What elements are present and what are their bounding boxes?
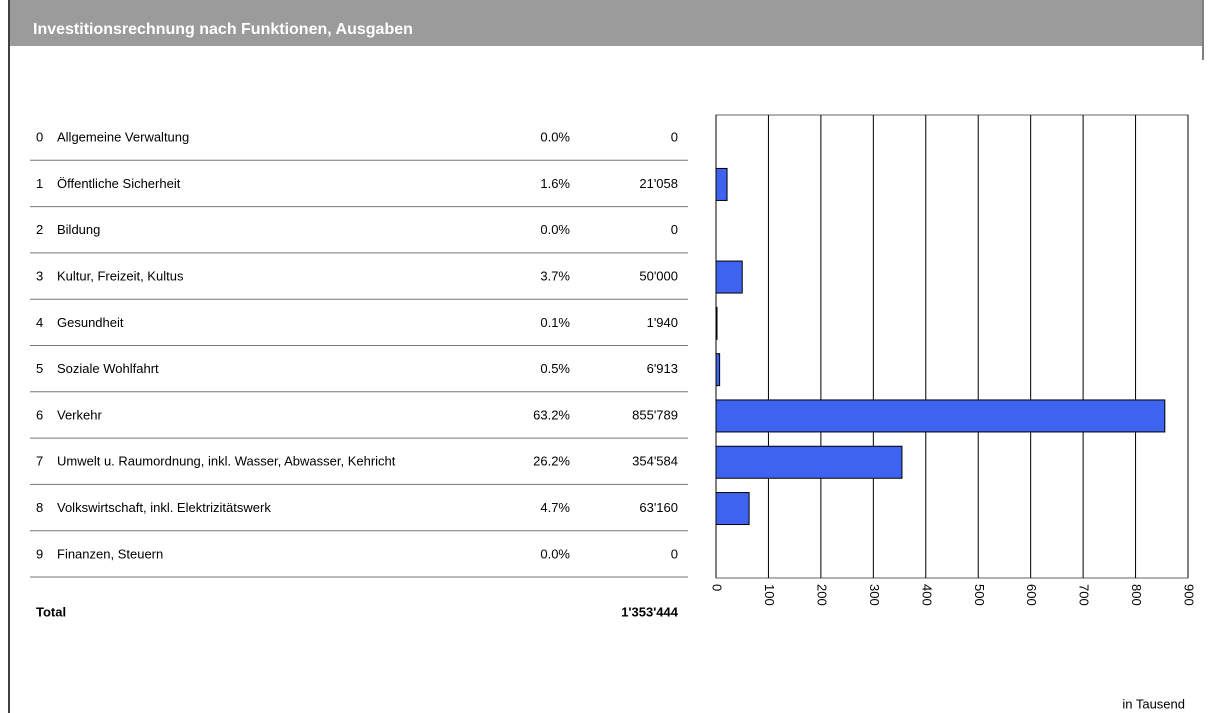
total-label: Total [36, 604, 66, 619]
row-percent: 26.2% [533, 454, 570, 469]
row-value: 0 [671, 130, 678, 145]
row-percent: 1.6% [540, 176, 570, 191]
bar [715, 260, 743, 294]
row-number: 9 [36, 546, 43, 561]
bar [715, 353, 721, 387]
row-label: Öffentliche Sicherheit [57, 176, 181, 191]
row-value: 21'058 [639, 176, 678, 191]
row-number: 6 [36, 407, 43, 422]
row-value: 1'940 [647, 315, 678, 330]
row-value: 354'584 [632, 454, 678, 469]
row-value: 6'913 [647, 361, 678, 376]
x-tick-label: 700 [1077, 584, 1092, 606]
bar [715, 492, 750, 526]
plot-area [715, 114, 1189, 579]
row-label: Allgemeine Verwaltung [57, 130, 189, 145]
row-value: 63'160 [639, 500, 678, 515]
row-number: 8 [36, 500, 43, 515]
bar [715, 306, 718, 340]
header-bar [10, 0, 1202, 46]
total-value: 1'353'444 [621, 604, 679, 619]
bar [715, 399, 1166, 433]
row-label: Bildung [57, 222, 100, 237]
x-tick-label: 500 [972, 584, 987, 606]
x-tick-label: 600 [1024, 584, 1039, 606]
row-label: Volkswirtschaft, inkl. Elektrizitätswerk [57, 500, 271, 515]
bar [715, 445, 903, 479]
row-percent: 4.7% [540, 500, 570, 515]
unit-note: in Tausend [1122, 696, 1185, 711]
row-label: Umwelt u. Raumordnung, inkl. Wasser, Abw… [57, 454, 396, 469]
x-tick-label: 100 [762, 584, 777, 606]
row-value: 0 [671, 546, 678, 561]
row-number: 5 [36, 361, 43, 376]
row-percent: 0.5% [540, 361, 570, 376]
x-tick-label: 0 [710, 584, 725, 591]
row-value: 50'000 [639, 268, 678, 283]
x-tick-label: 400 [919, 584, 934, 606]
x-tick-label: 200 [814, 584, 829, 606]
row-percent: 0.1% [540, 315, 570, 330]
x-tick-label: 800 [1129, 584, 1144, 606]
row-percent: 0.0% [540, 130, 570, 145]
page-title: Investitionsrechnung nach Funktionen, Au… [33, 21, 413, 38]
x-tick-label: 300 [867, 584, 882, 606]
row-number: 3 [36, 268, 43, 283]
row-number: 0 [36, 130, 43, 145]
row-number: 1 [36, 176, 43, 191]
row-value: 0 [671, 222, 678, 237]
row-number: 2 [36, 222, 43, 237]
row-percent: 3.7% [540, 268, 570, 283]
row-percent: 0.0% [540, 546, 570, 561]
row-number: 4 [36, 315, 43, 330]
row-label: Kultur, Freizeit, Kultus [57, 268, 184, 283]
row-label: Finanzen, Steuern [57, 546, 163, 561]
row-number: 7 [36, 454, 43, 469]
row-value: 855'789 [632, 407, 678, 422]
bar [715, 167, 728, 201]
row-label: Soziale Wohlfahrt [57, 361, 159, 376]
row-label: Verkehr [57, 407, 102, 422]
row-label: Gesundheit [57, 315, 124, 330]
x-tick-label: 900 [1182, 584, 1197, 606]
row-percent: 63.2% [533, 407, 570, 422]
row-percent: 0.0% [540, 222, 570, 237]
